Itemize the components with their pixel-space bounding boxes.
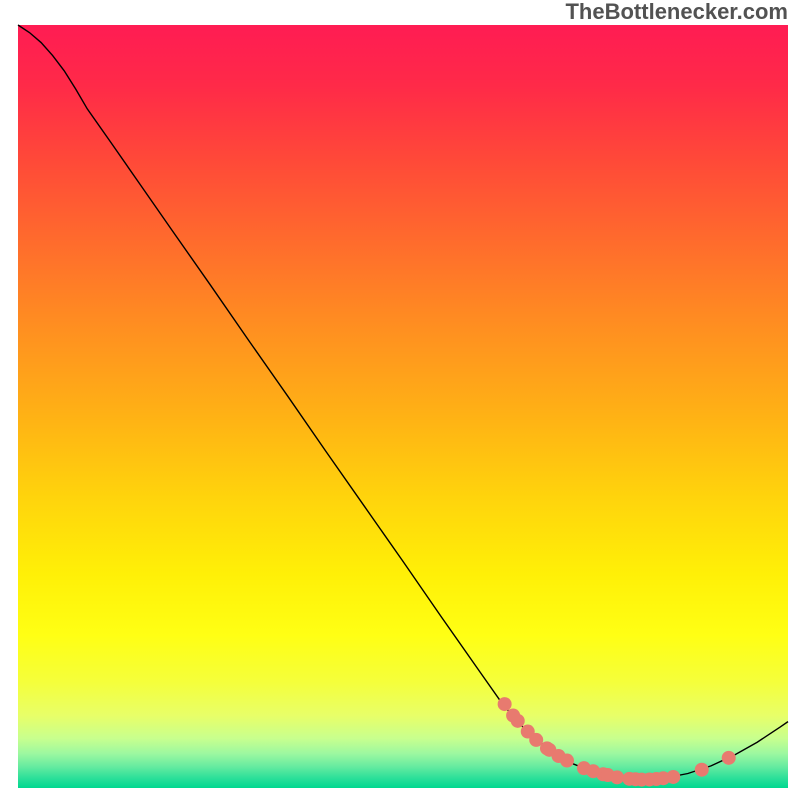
data-marker xyxy=(498,697,512,711)
chart-container: TheBottlenecker.com xyxy=(18,25,788,788)
data-marker xyxy=(695,763,709,777)
data-marker xyxy=(666,770,680,784)
bottleneck-curve xyxy=(18,25,788,780)
data-marker xyxy=(560,754,574,768)
data-marker xyxy=(610,770,624,784)
data-marker xyxy=(511,714,525,728)
chart-overlay xyxy=(18,25,788,788)
marker-group xyxy=(498,697,736,787)
watermark-text: TheBottlenecker.com xyxy=(565,0,788,25)
data-marker xyxy=(722,751,736,765)
